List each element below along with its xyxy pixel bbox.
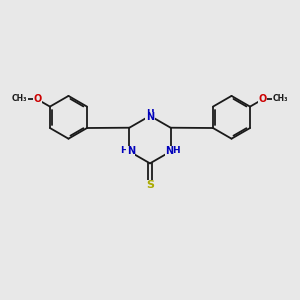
Text: H: H (120, 146, 128, 154)
Text: O: O (34, 94, 42, 104)
Text: N: N (146, 112, 154, 122)
Text: H: H (172, 146, 180, 154)
Text: CH₃: CH₃ (12, 94, 28, 103)
Text: O: O (258, 94, 266, 104)
Text: H: H (146, 109, 154, 118)
Text: N: N (165, 146, 173, 157)
Text: S: S (146, 180, 154, 190)
Text: N: N (127, 146, 135, 157)
Text: CH₃: CH₃ (272, 94, 288, 103)
